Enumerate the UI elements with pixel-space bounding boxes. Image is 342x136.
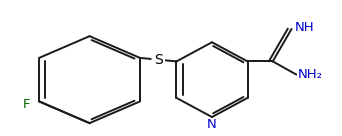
Text: NH₂: NH₂ (298, 68, 323, 81)
Text: NH: NH (295, 21, 314, 34)
Text: S: S (154, 53, 163, 67)
Text: N: N (207, 118, 217, 131)
Text: F: F (23, 98, 31, 110)
